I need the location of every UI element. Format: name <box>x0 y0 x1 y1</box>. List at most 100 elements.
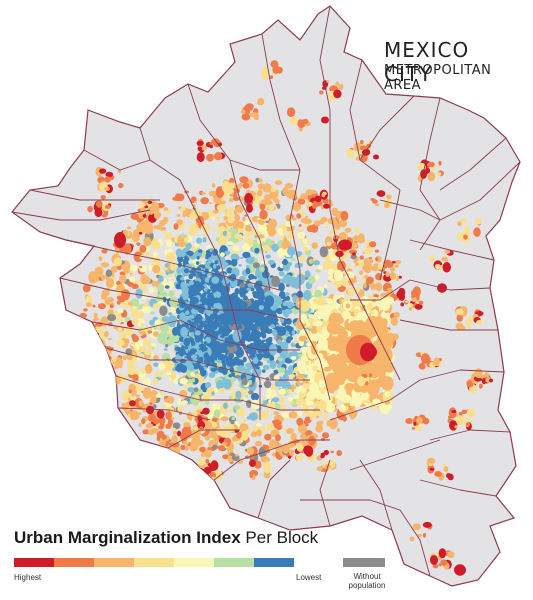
block-patch <box>255 177 260 183</box>
block-patch <box>263 461 272 474</box>
block-patch <box>217 234 227 246</box>
block-patch <box>286 270 290 274</box>
block-patch <box>316 466 323 472</box>
block-patch <box>234 233 243 239</box>
block-patch <box>349 250 353 254</box>
legend-label-without-population: Without population <box>343 572 391 590</box>
block-patch <box>158 275 164 283</box>
block-patch <box>199 426 203 429</box>
block-patch <box>268 259 275 265</box>
block-patch <box>295 454 303 462</box>
block-patch <box>201 452 205 458</box>
block-patch <box>122 299 132 308</box>
block-patch <box>274 199 280 205</box>
block-patch <box>216 359 222 363</box>
block-patch <box>429 467 435 471</box>
block-patch <box>201 394 210 401</box>
block-patch <box>435 263 441 270</box>
block-patch <box>225 231 232 239</box>
block-patch <box>314 274 320 281</box>
block-patch <box>258 178 263 183</box>
block-patch <box>178 250 187 258</box>
block-patch <box>230 377 237 382</box>
block-patch <box>454 564 466 576</box>
block-patch <box>242 216 246 222</box>
block-patch <box>132 306 137 309</box>
block-patch <box>211 340 215 343</box>
block-patch <box>303 218 313 224</box>
block-patch <box>244 220 251 226</box>
block-patch <box>203 341 208 345</box>
block-patch <box>288 449 295 454</box>
block-patch <box>252 291 259 295</box>
block-patch <box>321 116 329 124</box>
block-patch <box>257 288 264 295</box>
block-patch <box>448 415 451 420</box>
block-patch <box>323 284 328 289</box>
block-patch <box>167 273 174 278</box>
block-patch <box>180 444 186 450</box>
block-patch <box>301 346 308 354</box>
block-patch <box>437 172 442 176</box>
block-patch <box>210 320 215 326</box>
block-patch <box>226 241 234 246</box>
block-patch <box>260 323 269 334</box>
block-patch <box>155 393 162 398</box>
block-patch <box>373 294 379 298</box>
block-patch <box>336 428 340 433</box>
block-patch <box>385 271 390 277</box>
block-patch <box>408 303 414 308</box>
block-patch <box>255 366 260 370</box>
block-patch <box>265 254 271 259</box>
block-patch <box>341 278 350 287</box>
block-patch <box>476 371 481 377</box>
block-patch <box>210 313 215 318</box>
block-patch <box>196 261 200 265</box>
block-patch <box>223 402 228 410</box>
block-patch <box>162 227 167 231</box>
block-patch <box>298 224 302 227</box>
block-patch <box>260 456 270 463</box>
block-patch <box>141 306 151 314</box>
block-patch <box>324 225 329 229</box>
block-patch <box>220 252 225 257</box>
block-patch <box>198 319 204 325</box>
block-patch <box>416 417 423 424</box>
block-patch <box>271 452 277 457</box>
block-patch <box>155 224 162 230</box>
block-patch <box>281 411 288 418</box>
block-patch <box>101 289 110 296</box>
block-patch <box>272 420 276 424</box>
block-patch <box>158 371 163 378</box>
block-patch <box>203 352 210 360</box>
block-patch <box>130 298 140 308</box>
block-patch <box>204 399 210 406</box>
block-patch <box>191 308 196 315</box>
block-patch <box>238 301 248 308</box>
block-patch <box>273 374 280 382</box>
block-patch <box>183 337 191 347</box>
block-patch <box>172 422 181 430</box>
block-patch <box>218 344 227 354</box>
block-patch <box>268 336 273 341</box>
block-patch <box>190 331 195 338</box>
block-patch <box>235 348 244 358</box>
block-patch <box>174 344 179 348</box>
block-patch <box>326 80 330 83</box>
block-patch <box>199 446 206 453</box>
block-patch <box>244 311 254 322</box>
block-patch <box>153 251 158 258</box>
block-patch <box>231 259 238 267</box>
block-patch <box>166 371 172 376</box>
block-patch <box>92 304 96 308</box>
block-patch <box>392 261 396 264</box>
block-patch <box>418 300 424 305</box>
block-patch <box>99 168 107 174</box>
block-patch <box>253 262 260 269</box>
block-patch <box>286 190 294 199</box>
block-patch <box>207 293 214 300</box>
block-patch <box>331 419 336 423</box>
block-patch <box>284 182 294 189</box>
block-patch <box>430 555 438 565</box>
block-patch <box>270 186 277 192</box>
